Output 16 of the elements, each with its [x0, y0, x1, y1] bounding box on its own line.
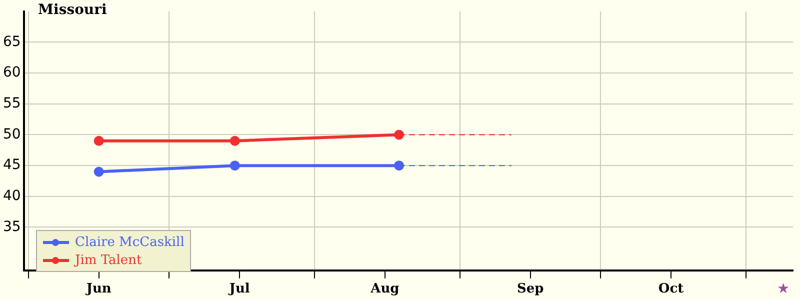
- x-tick-label: Jul: [228, 282, 250, 297]
- y-tick-label: 45: [2, 157, 21, 174]
- x-tick-label: Aug: [370, 282, 400, 297]
- y-tick-label: 35: [2, 218, 21, 235]
- y-tick-label: 65: [2, 34, 21, 50]
- y-tick-label: 55: [2, 96, 21, 112]
- x-tick-label: Jun: [85, 282, 112, 297]
- legend-label: Claire McCaskill: [75, 234, 184, 250]
- y-tick-label: 40: [2, 188, 21, 204]
- chart-title: Missouri: [38, 2, 107, 18]
- y-tick-label: 60: [2, 64, 21, 81]
- x-tick-label: Oct: [658, 282, 684, 297]
- y-tick-label: 50: [2, 126, 21, 142]
- text: ★: [777, 281, 790, 297]
- legend-label: Jim Talent: [75, 252, 142, 268]
- x-tick-label: Sep: [516, 282, 544, 297]
